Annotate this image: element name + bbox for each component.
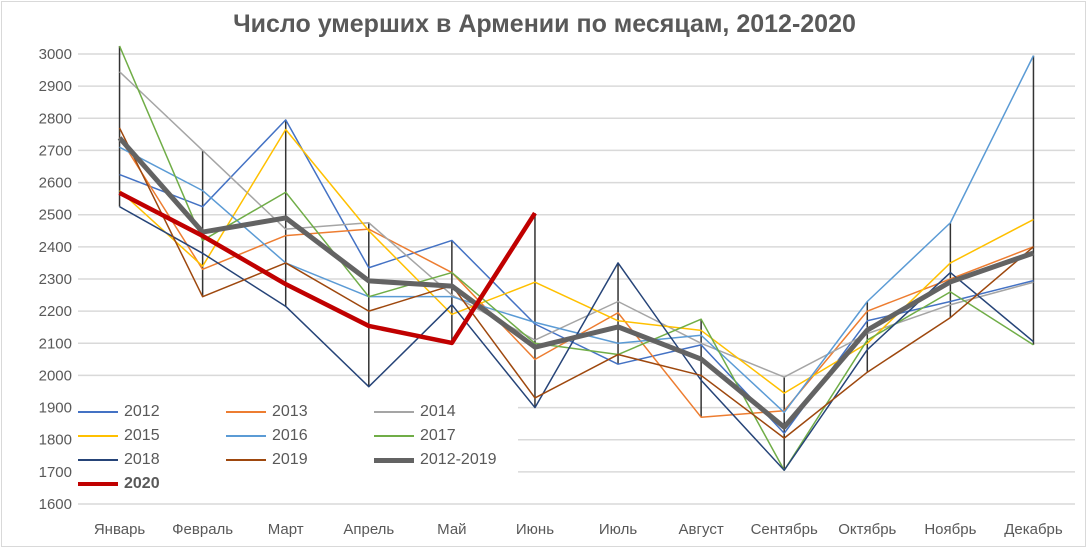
legend-label: 2012-2019: [420, 451, 497, 468]
legend-swatch: [226, 459, 266, 461]
legend-label: 2014: [420, 403, 456, 420]
legend-item-2014: 2014: [374, 400, 456, 424]
legend: 2012 2013 2014 2015 2016 2017 2018 2019 2012-201…: [78, 398, 518, 500]
y-tick-label: 2400: [39, 239, 72, 256]
x-tick-label: Январь: [94, 521, 146, 538]
legend-item-2016: 2016: [226, 424, 308, 448]
y-tick-label: 3000: [39, 46, 72, 63]
legend-swatch: [78, 459, 118, 461]
legend-swatch: [374, 411, 414, 413]
legend-item-2019: 2019: [226, 448, 308, 472]
series-line-2012: [119, 119, 1034, 435]
legend-swatch: [78, 482, 118, 486]
series-line-2014: [119, 71, 1034, 378]
legend-label: 2017: [420, 427, 456, 444]
y-tick-label: 2200: [39, 303, 72, 320]
legend-label: 2013: [272, 403, 308, 420]
legend-item-2017: 2017: [374, 424, 456, 448]
series-line-2019: [118, 127, 1034, 439]
y-tick-label: 2500: [39, 207, 72, 224]
y-tick-label: 2600: [39, 175, 72, 192]
x-tick-label: Ноябрь: [924, 521, 976, 538]
legend-label: 2019: [272, 451, 308, 468]
legend-label: 2012: [124, 403, 160, 420]
legend-item-2013: 2013: [226, 400, 308, 424]
series-line-2015: [119, 128, 1034, 394]
legend-item-2012-2019: 2012-2019: [374, 448, 497, 472]
x-tick-label: Февраль: [172, 521, 233, 538]
legend-item-2015: 2015: [78, 424, 160, 448]
y-tick-label: 1600: [39, 496, 72, 513]
series-line-2012-2019: [117, 136, 1035, 430]
legend-swatch: [78, 411, 118, 413]
y-tick-label: 2300: [39, 271, 72, 288]
x-tick-label: Май: [437, 521, 466, 538]
x-tick-label: Октябрь: [838, 521, 896, 538]
legend-label: 2020: [124, 475, 160, 492]
legend-item-2018: 2018: [78, 448, 160, 472]
series-line-2017: [118, 45, 1034, 471]
series-line-2020: [118, 190, 537, 346]
series-line-2016: [119, 55, 1035, 414]
y-tick-label: 1800: [39, 432, 72, 449]
x-tick-label: Апрель: [343, 521, 394, 538]
chart-title: Число умерших в Армении по месяцам, 2012…: [233, 10, 856, 38]
x-tick-label: Март: [268, 521, 304, 538]
legend-label: 2016: [272, 427, 308, 444]
legend-swatch: [78, 435, 118, 437]
legend-swatch: [374, 435, 414, 437]
legend-item-2020: 2020: [78, 472, 160, 496]
y-tick-label: 1700: [39, 464, 72, 481]
legend-swatch: [374, 457, 414, 463]
y-tick-label: 2700: [39, 142, 72, 159]
legend-label: 2018: [124, 451, 160, 468]
legend-label: 2015: [124, 427, 160, 444]
y-tick-label: 2100: [39, 335, 72, 352]
y-tick-label: 1900: [39, 400, 72, 417]
x-tick-label: Июнь: [516, 521, 554, 538]
legend-item-2012: 2012: [78, 400, 160, 424]
x-tick-label: Июль: [599, 521, 637, 538]
x-tick-label: Сентябрь: [751, 521, 818, 538]
x-tick-label: Август: [679, 521, 724, 538]
legend-swatch: [226, 435, 266, 437]
y-tick-label: 2800: [39, 110, 72, 127]
legend-swatch: [226, 411, 266, 413]
y-tick-label: 2900: [39, 78, 72, 95]
y-tick-label: 2000: [39, 367, 72, 384]
x-tick-label: Декабрь: [1004, 521, 1063, 538]
